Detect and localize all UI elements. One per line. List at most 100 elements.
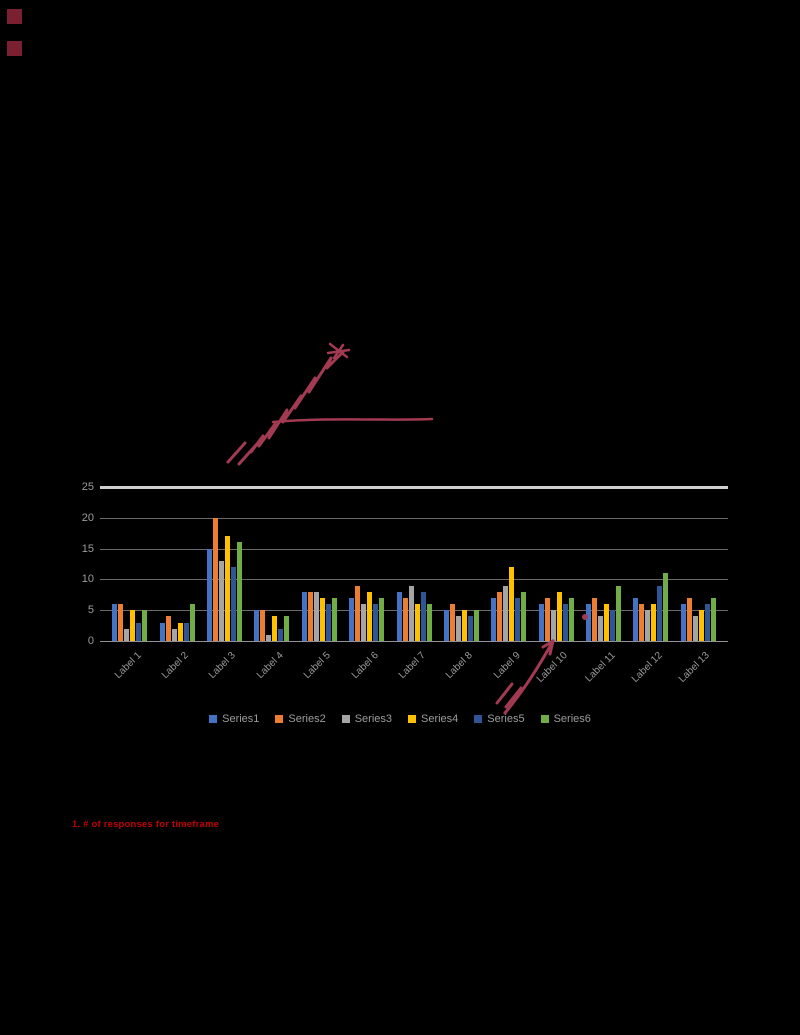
legend-swatch <box>408 715 416 723</box>
legend-label: Series3 <box>354 713 392 725</box>
bar-series5-label-9 <box>515 597 521 641</box>
bar-series2-label-1 <box>118 604 124 641</box>
legend-label: Series1 <box>222 713 260 725</box>
bar-series4-label-3 <box>224 536 230 641</box>
bar-series5-label-8 <box>467 616 473 641</box>
bar-series2-label-4 <box>260 610 266 641</box>
y-axis-tick-label: 20 <box>81 511 94 524</box>
bar-series4-label-12 <box>651 604 657 641</box>
bar-series2-label-5 <box>307 591 313 641</box>
bar-series3-label-6 <box>361 604 367 641</box>
bar-series1-label-9 <box>491 597 497 641</box>
bar-series5-label-12 <box>657 585 663 641</box>
bar-series5-label-11 <box>610 610 616 641</box>
bar-series3-label-8 <box>455 616 461 641</box>
bar-series5-label-4 <box>278 628 284 641</box>
legend-item-series6: Series6 <box>540 713 591 725</box>
legend-swatch <box>341 715 350 723</box>
bar-series1-label-11 <box>586 604 592 641</box>
bar-series1-label-1 <box>112 604 118 641</box>
bar-series2-label-8 <box>449 604 455 641</box>
red-bullet-square-top <box>7 9 22 24</box>
bar-series3-label-1 <box>124 628 130 641</box>
bar-series4-label-7 <box>414 604 420 641</box>
gridline <box>100 548 728 550</box>
bar-series3-label-13 <box>692 616 698 641</box>
bar-series1-label-2 <box>159 622 165 641</box>
bar-series4-label-4 <box>272 616 278 641</box>
legend-swatch <box>209 715 218 723</box>
bar-series6-label-3 <box>236 542 242 641</box>
bar-series5-label-6 <box>373 604 379 641</box>
bar-series6-label-8 <box>473 610 479 641</box>
bar-series6-label-9 <box>521 591 527 641</box>
legend-item-series2: Series2 <box>275 713 326 725</box>
bar-series6-label-6 <box>379 597 385 641</box>
bar-series6-label-11 <box>616 585 622 641</box>
y-axis-tick-label: 10 <box>81 573 94 586</box>
legend-label: Series4 <box>421 713 459 725</box>
legend-swatch <box>275 715 284 723</box>
bar-series6-label-4 <box>284 616 290 641</box>
legend-item-series1: Series1 <box>209 713 259 725</box>
bar-series5-label-3 <box>230 567 236 641</box>
bar-series1-label-7 <box>396 591 402 641</box>
bar-series6-label-2 <box>189 604 195 641</box>
y-axis-tick-label: 15 <box>81 542 94 555</box>
bar-series5-label-7 <box>420 591 426 641</box>
bar-series5-label-2 <box>183 622 189 641</box>
bar-series2-label-3 <box>212 517 218 641</box>
bar-series4-label-6 <box>367 591 373 641</box>
legend-label: Series2 <box>288 713 326 725</box>
bar-series4-label-10 <box>556 591 562 641</box>
bar-series4-label-11 <box>604 604 610 641</box>
bar-series3-label-2 <box>171 628 177 641</box>
bar-series4-label-1 <box>130 610 136 641</box>
bar-series1-label-5 <box>301 591 307 641</box>
bar-series5-label-5 <box>325 604 331 641</box>
bar-series2-label-12 <box>639 604 645 641</box>
bar-series3-label-7 <box>408 585 414 641</box>
bar-series3-label-4 <box>266 634 272 641</box>
bar-series6-label-5 <box>331 597 337 641</box>
legend-label: Series5 <box>487 713 525 725</box>
bar-series6-label-13 <box>710 597 716 641</box>
bar-series1-label-10 <box>538 604 544 641</box>
bar-series2-label-13 <box>686 597 692 641</box>
bar-series2-label-7 <box>402 597 408 641</box>
bar-series3-label-5 <box>313 591 319 641</box>
bar-series3-label-10 <box>550 610 556 641</box>
bar-series4-label-8 <box>461 610 467 641</box>
bar-series5-label-1 <box>136 622 142 641</box>
legend-swatch <box>474 715 483 723</box>
x-axis-line <box>100 641 728 642</box>
bar-series1-label-8 <box>443 610 449 641</box>
gridline <box>100 610 728 612</box>
bar-series6-label-10 <box>568 597 574 641</box>
bar-series2-label-9 <box>497 591 503 641</box>
bar-series3-label-11 <box>598 616 604 641</box>
gridline <box>100 486 728 489</box>
bar-series3-label-12 <box>645 610 651 641</box>
bar-series6-label-7 <box>426 604 432 641</box>
bar-series3-label-3 <box>218 560 224 641</box>
bar-series1-label-6 <box>349 597 355 641</box>
red-bullet-square-bottom <box>7 41 22 56</box>
red-footnote: 1. # of responses for timeframe <box>72 819 220 830</box>
bar-series2-label-10 <box>544 597 550 641</box>
y-axis-tick-label: 0 <box>87 635 94 647</box>
legend-item-series3: Series3 <box>341 713 392 725</box>
bar-series6-label-12 <box>663 573 669 641</box>
bar-series5-label-13 <box>704 604 710 641</box>
bar-series2-label-11 <box>592 597 598 641</box>
gridline <box>100 579 728 581</box>
chart-legend: Series1 Series2 Series3 Series4 Series5 Serie… <box>0 713 800 725</box>
bar-series1-label-12 <box>633 597 639 641</box>
bar-series4-label-2 <box>177 622 183 641</box>
bar-series4-label-5 <box>319 597 325 641</box>
legend-item-series5: Series5 <box>474 713 525 725</box>
gridline <box>100 517 728 519</box>
bar-series2-label-2 <box>165 616 171 641</box>
legend-label: Series6 <box>553 713 591 725</box>
bar-series5-label-10 <box>562 604 568 641</box>
